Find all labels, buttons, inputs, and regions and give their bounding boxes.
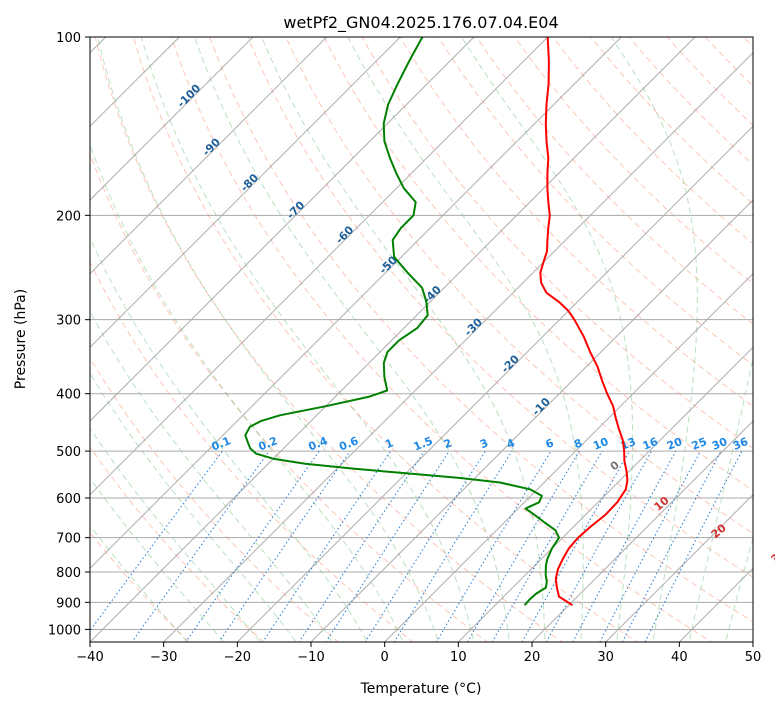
isotherm: [457, 346, 753, 642]
x-tick-label: 40: [671, 650, 688, 665]
moist-adiabat: [688, 355, 753, 642]
chart-title: wetPf2_GN04.2025.176.07.04.E04: [283, 13, 558, 33]
isotherm: [752, 641, 753, 642]
moist-adiabat: [90, 310, 333, 642]
isotherm: [236, 125, 753, 642]
mixing-ratio-line: [572, 450, 677, 642]
isotherm: [90, 37, 401, 349]
temperature-profile: [539, 37, 629, 607]
y-axis-label: Pressure (hPa): [13, 289, 29, 389]
isotherm: [531, 420, 753, 642]
dry-adiabat: [399, 37, 753, 407]
dry-adiabat: [90, 356, 340, 642]
x-axis-label: Temperature (°C): [360, 681, 482, 697]
mixing-ratio-line: [491, 450, 603, 642]
mixing-ratio-line: [90, 450, 223, 632]
isotherm: [163, 51, 753, 642]
mixing-ratio-line: [393, 450, 513, 642]
mixing-ratio-label: 20: [665, 435, 684, 453]
x-tick-label: 10: [450, 650, 467, 665]
isotherm: [90, 37, 549, 496]
dry-adiabat: [90, 446, 265, 642]
dry-adiabat: [437, 37, 753, 366]
moist-adiabat: [90, 372, 297, 642]
plot-background: [90, 37, 753, 642]
moist-adiabat: [140, 37, 475, 642]
x-tick-label: −30: [150, 650, 177, 665]
mixing-ratio-line: [599, 450, 701, 642]
dry-adiabat: [170, 37, 713, 642]
moist-adiabat: [90, 427, 261, 642]
x-tick-label: −40: [76, 650, 103, 665]
axes: −40 −30 −20 −10 0 10 20 30 40 50 100 200 300 400 500 60…: [48, 31, 761, 665]
isotherm: [90, 37, 254, 201]
mixing-ratio-label: 8: [572, 436, 584, 451]
moist-adiabat: [97, 37, 439, 642]
mixing-ratio-label: 36: [731, 435, 750, 453]
y-tick-label: 900: [56, 596, 81, 611]
mixing-ratio-label: 30: [710, 435, 729, 453]
x-tick-label: −10: [297, 650, 324, 665]
isotherm: [90, 37, 696, 642]
mixing-ratio-label: 10: [591, 435, 610, 453]
mixing-ratio-label: 1: [383, 436, 395, 451]
y-tick-label: 500: [56, 445, 81, 460]
y-tick-label: 300: [56, 314, 81, 329]
dry-adiabat: [209, 37, 753, 623]
isotherm: [310, 199, 753, 642]
moist-adiabat-label: 30: [769, 546, 775, 566]
x-tick-label: 0: [381, 650, 389, 665]
mixing-ratio-line: [185, 450, 320, 642]
mixing-ratio-line: [325, 450, 450, 642]
moist-adiabat: [194, 37, 510, 642]
moist-adiabat: [461, 37, 634, 642]
y-tick-label: 700: [56, 532, 81, 547]
moist-adiabat: [347, 37, 584, 642]
y-tick-label: 800: [56, 566, 81, 581]
x-tick-label: 30: [597, 650, 614, 665]
moist-adiabat: [610, 37, 698, 642]
mixing-ratio-line: [466, 450, 580, 642]
moist-adiabat: [261, 37, 546, 642]
profiles: [244, 37, 629, 607]
x-tick-label: −20: [224, 650, 251, 665]
isotherm: [90, 37, 622, 570]
background-lines: [90, 37, 753, 642]
mixing-ratio-line: [435, 450, 552, 642]
mixing-ratio-label: 2: [442, 436, 454, 451]
mixing-ratio-line: [218, 450, 351, 642]
moist-adiabat: [90, 142, 404, 642]
isotherm: [384, 272, 753, 642]
mixing-ratio-label: 16: [641, 435, 660, 453]
moist-adiabat: [724, 536, 753, 642]
dewpoint-profile: [244, 37, 560, 606]
isotherm: [90, 37, 328, 275]
y-tick-label: 400: [56, 388, 81, 403]
isotherm: [90, 37, 475, 422]
dry-adiabat: [90, 531, 190, 642]
x-tick-label: 50: [745, 650, 762, 665]
dry-adiabat: [90, 152, 489, 642]
y-tick-label: 100: [56, 31, 81, 46]
mixing-ratio-label: 25: [690, 435, 709, 453]
mixing-ratio-line: [262, 450, 392, 642]
moist-adiabat: [90, 477, 225, 642]
isotherm: [605, 493, 753, 642]
y-tick-label: 1000: [48, 623, 81, 638]
dry-adiabat: [323, 37, 753, 491]
dry-adiabat: [361, 37, 753, 449]
mixing-ratio-line: [364, 450, 486, 642]
plot-frame: [89, 36, 754, 643]
mixing-ratio-label: 3: [478, 436, 490, 451]
x-tick-label: 20: [524, 650, 541, 665]
y-tick-label: 600: [56, 492, 81, 507]
y-tick-label: 200: [56, 209, 81, 224]
mixing-ratio-line: [298, 450, 425, 642]
moist-adiabat: [90, 236, 369, 642]
